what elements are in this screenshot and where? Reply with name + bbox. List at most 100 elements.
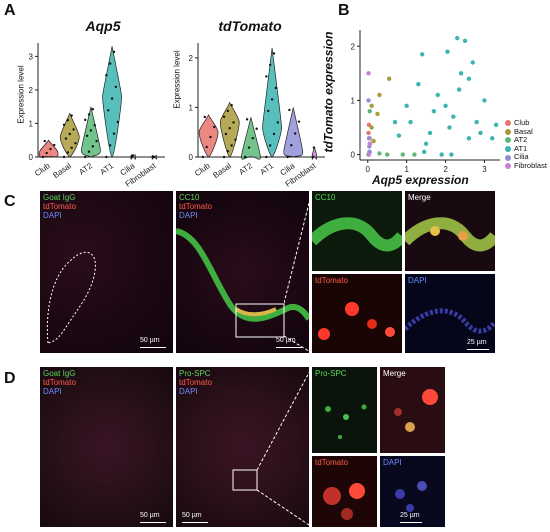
x-tick-label: Club xyxy=(193,161,212,178)
zoom-d-green: Pro-SPC xyxy=(312,367,377,453)
data-point xyxy=(112,132,116,135)
scale-bar xyxy=(400,522,422,523)
data-point xyxy=(268,144,272,147)
data-point xyxy=(272,52,276,55)
scale-bar xyxy=(182,522,208,523)
label-cc10: CC10 xyxy=(179,193,200,202)
label-dapi: DAPI xyxy=(43,211,62,220)
data-point xyxy=(293,132,297,135)
data-point xyxy=(87,150,91,153)
zoom-d-red: tdTomato xyxy=(312,456,377,527)
violin-right-title: tdTomato xyxy=(218,18,282,34)
zoom-c-dapi: DAPI 25 µm xyxy=(405,274,495,353)
scatter-point xyxy=(396,133,402,138)
data-point xyxy=(226,150,230,153)
scatter-point xyxy=(443,103,448,109)
x-tick-label: AT1 xyxy=(259,161,276,177)
scatter-point xyxy=(421,149,427,155)
data-point xyxy=(49,147,52,151)
scatter-point xyxy=(371,138,376,144)
panel-label-d: D xyxy=(4,370,16,387)
violin-left-title: Aqp5 xyxy=(85,18,121,34)
label-cc10: CC10 xyxy=(315,193,336,202)
label-prospc: Pro-SPC xyxy=(315,369,347,378)
data-point xyxy=(66,118,70,122)
violin-shape xyxy=(102,46,122,158)
label-dapi: DAPI xyxy=(383,458,402,467)
scatter-point xyxy=(412,152,417,157)
y-tick-label: 0 xyxy=(29,153,34,162)
data-point xyxy=(89,129,93,132)
scatter-point xyxy=(367,141,372,146)
data-point xyxy=(297,120,301,123)
scatter-point xyxy=(400,152,405,157)
cc10-zoom-airway xyxy=(312,217,402,252)
zoom-connector xyxy=(257,367,312,527)
zoom-d-merge: Merge xyxy=(380,367,445,453)
data-point xyxy=(93,123,96,127)
scatter-point xyxy=(366,130,371,136)
data-point xyxy=(272,132,276,136)
y-tick-label: 1 xyxy=(189,103,194,112)
data-point xyxy=(209,135,212,139)
data-point xyxy=(247,146,251,149)
y-tick-label: 3 xyxy=(29,52,34,61)
panel-label-a: A xyxy=(4,2,16,19)
prospc-puncta xyxy=(325,404,367,439)
scatter-point xyxy=(447,125,452,130)
legend-swatch xyxy=(505,163,511,170)
data-point xyxy=(222,115,226,118)
data-point xyxy=(267,109,270,113)
x-tick-label: 1 xyxy=(404,165,409,174)
scatter-point xyxy=(369,125,374,130)
data-point xyxy=(116,120,119,124)
data-point xyxy=(270,98,274,101)
data-point xyxy=(265,155,268,159)
data-point xyxy=(213,125,216,129)
data-point xyxy=(41,155,45,159)
x-tick-label: AT1 xyxy=(99,161,116,177)
x-tick-label: Basal xyxy=(51,161,73,180)
tdtomato-cells xyxy=(323,483,365,520)
scale-label: 50 µm xyxy=(276,337,296,344)
scatter-point xyxy=(478,130,483,136)
scatter-point xyxy=(367,109,372,114)
data-point xyxy=(311,155,315,159)
data-point xyxy=(84,155,87,159)
data-point xyxy=(53,143,56,147)
data-point xyxy=(62,123,66,126)
x-tick-label: AT2 xyxy=(77,161,94,177)
violin-shape xyxy=(59,112,80,158)
scatter-point xyxy=(451,114,456,119)
label-goat-igg: Goat IgG xyxy=(43,369,76,378)
scale-label: 25 µm xyxy=(467,339,487,346)
data-point xyxy=(288,108,291,112)
scatter-point xyxy=(369,103,374,109)
label-merge: Merge xyxy=(383,369,406,378)
data-point xyxy=(45,151,48,155)
violin-shape xyxy=(219,101,240,158)
data-point xyxy=(230,144,233,147)
scatter-point xyxy=(366,71,371,76)
label-tdtomato: tdTomato xyxy=(315,458,348,467)
violin-shape xyxy=(262,47,282,158)
micrograph-c-control: Goat IgG tdTomato DAPI 50 µm xyxy=(40,191,173,353)
scatter-point xyxy=(392,119,398,125)
scale-label: 50 µm xyxy=(182,512,202,519)
data-point xyxy=(205,145,208,149)
x-tick-label: Club xyxy=(33,161,52,178)
legend-label: Fibroblast xyxy=(514,160,547,170)
data-point xyxy=(234,138,237,141)
dapi-nuclei xyxy=(395,481,427,512)
label-tdtomato: tdTomato xyxy=(43,378,76,387)
scatter-xlabel: Aqp5 expression xyxy=(372,173,469,187)
scatter-point xyxy=(482,98,487,103)
label-dapi: DAPI xyxy=(179,387,198,396)
data-point xyxy=(105,74,108,77)
scatter-point xyxy=(427,130,433,136)
scale-label: 50 µm xyxy=(140,337,160,344)
scale-bar xyxy=(140,522,166,523)
y-tick-label: 1 xyxy=(29,119,34,128)
data-point xyxy=(276,121,279,124)
y-tick-label: 2 xyxy=(189,54,194,63)
